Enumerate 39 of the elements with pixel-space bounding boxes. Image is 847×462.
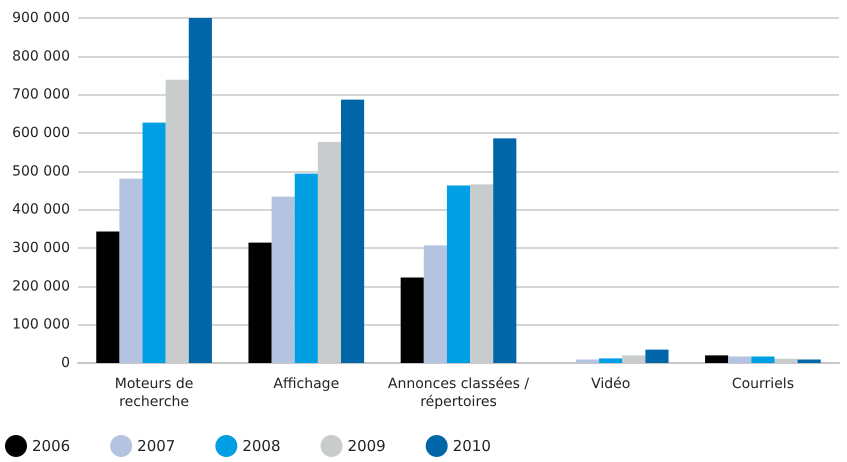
x-tick-label: Moteurs de recherche xyxy=(114,376,194,410)
bar xyxy=(751,356,774,363)
bar xyxy=(798,360,821,363)
bar xyxy=(119,178,143,363)
bar xyxy=(248,242,272,363)
legend-label: 2009 xyxy=(348,437,386,455)
y-tick-label: 400 000 xyxy=(12,202,70,218)
legend-label: 2010 xyxy=(452,437,491,455)
bar xyxy=(645,350,669,363)
legend-label: 2008 xyxy=(242,437,281,455)
y-tick-label: 500 000 xyxy=(12,163,70,180)
bar xyxy=(424,245,447,363)
bar xyxy=(188,18,212,363)
x-tick-label: Affichage xyxy=(273,376,340,392)
bar xyxy=(599,358,622,363)
y-tick-label: 800 000 xyxy=(12,48,70,64)
bar xyxy=(705,355,728,363)
y-tick-label: 300 000 xyxy=(12,240,70,256)
bar xyxy=(142,122,166,363)
y-tick-label: 100 000 xyxy=(12,316,70,333)
x-tick-label: Courriels xyxy=(732,376,794,392)
bar xyxy=(400,278,424,363)
y-tick-label: 600 000 xyxy=(12,125,70,141)
legend-label: 2006 xyxy=(32,437,70,455)
bar xyxy=(96,232,120,363)
x-tick-label: Vidéo xyxy=(591,376,630,392)
y-tick-label: 0 xyxy=(61,355,70,371)
y-tick-label: 900 000 xyxy=(12,10,70,26)
y-tick-label: 700 000 xyxy=(12,86,70,103)
bar xyxy=(446,186,470,363)
y-tick-label: 200 000 xyxy=(12,278,70,294)
bar xyxy=(576,360,600,363)
bar xyxy=(728,356,752,363)
bar xyxy=(272,196,295,363)
legend-label: 2007 xyxy=(137,437,176,455)
x-tick-label: Annonces classées / répertoires xyxy=(388,376,530,410)
bar xyxy=(294,174,318,363)
bar xyxy=(493,138,516,363)
bar xyxy=(341,100,364,363)
